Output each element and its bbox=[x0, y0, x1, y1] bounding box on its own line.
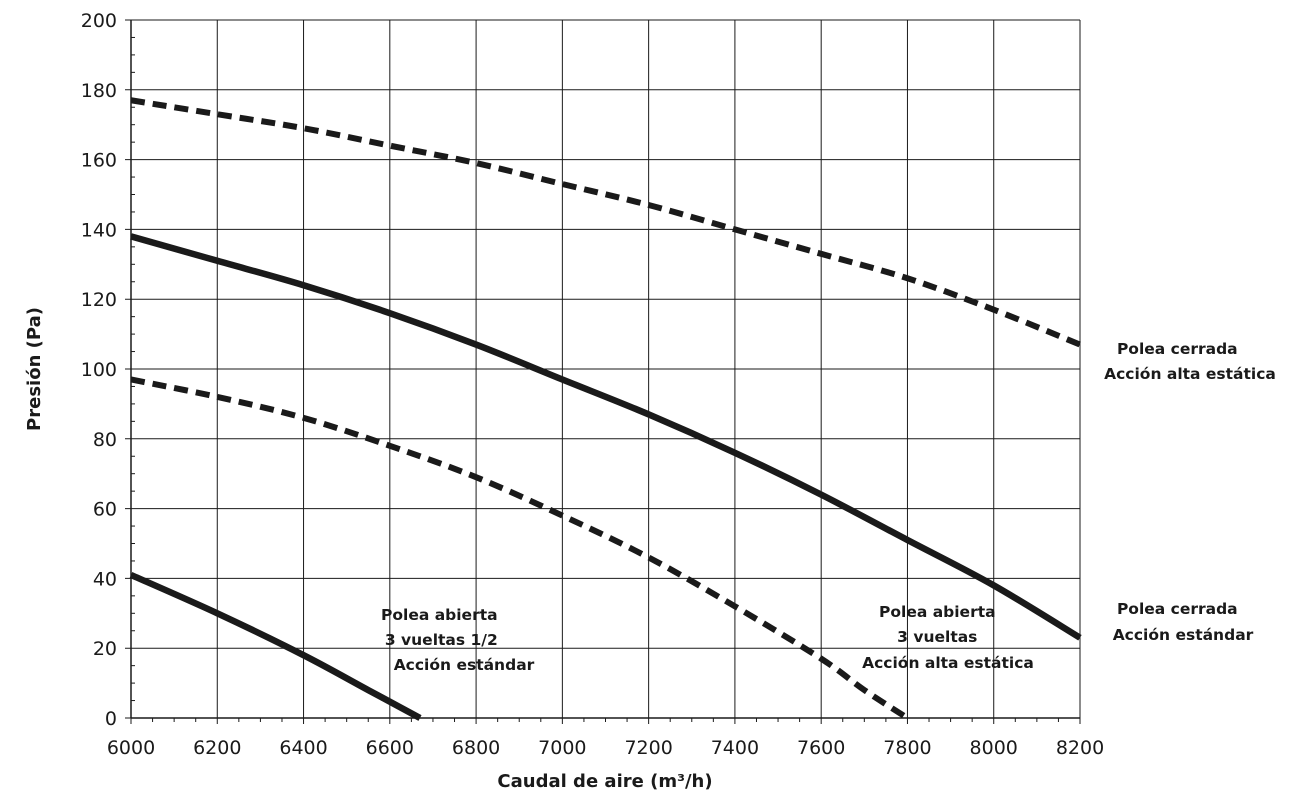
x-tick-label: 6800 bbox=[452, 737, 500, 759]
x-tick-label: 7400 bbox=[711, 737, 759, 759]
series-line-4 bbox=[129, 571, 422, 721]
x-tick-label: 8000 bbox=[970, 737, 1018, 759]
x-tick-label: 6600 bbox=[366, 737, 414, 759]
x-tick-label: 6000 bbox=[107, 737, 155, 759]
series-line-3 bbox=[130, 376, 910, 721]
y-tick-label: 200 bbox=[81, 10, 117, 32]
annotation-polea-abierta-3-vueltas-media: Polea abierta 3 vueltas 1/2 Acción están… bbox=[381, 606, 535, 674]
x-tick-label: 7800 bbox=[883, 737, 931, 759]
series-line-2 bbox=[130, 233, 1082, 641]
series-lines bbox=[129, 97, 1082, 721]
x-tick-labels: 6000 6200 6400 6600 6800 7000 7200 7400 7600 7800… bbox=[107, 737, 1104, 759]
y-tick-label: 100 bbox=[81, 359, 117, 381]
y-tick-label: 120 bbox=[81, 289, 117, 311]
y-axis-title: Presión (Pa) bbox=[24, 307, 45, 431]
x-tick-label: 7200 bbox=[624, 737, 672, 759]
x-tick-label: 7600 bbox=[797, 737, 845, 759]
grid bbox=[125, 19, 1081, 724]
annotation-polea-cerrada-estandar: Polea cerrada Acción estándar bbox=[1113, 600, 1254, 644]
y-tick-label: 180 bbox=[81, 80, 117, 102]
y-tick-label: 20 bbox=[93, 638, 117, 660]
y-tick-label: 60 bbox=[93, 499, 117, 521]
x-tick-label: 6200 bbox=[193, 737, 241, 759]
x-tick-label: 7000 bbox=[538, 737, 586, 759]
y-tick-label: 0 bbox=[105, 708, 117, 730]
y-tick-label: 160 bbox=[81, 150, 117, 172]
series-line-1 bbox=[130, 97, 1082, 348]
y-tick-label: 80 bbox=[93, 429, 117, 451]
annotation-polea-cerrada-alta: Polea cerrada Acción alta estática bbox=[1104, 340, 1276, 383]
x-axis-title: Caudal de aire (m³/h) bbox=[497, 771, 712, 792]
x-tick-label: 8200 bbox=[1056, 737, 1104, 759]
annotation-polea-abierta-3-vueltas: Polea abierta 3 vueltas Acción alta está… bbox=[862, 603, 1034, 672]
y-tick-labels: 0 20 40 60 80 100 120 140 160 180 200 bbox=[81, 10, 117, 730]
axes bbox=[130, 20, 1080, 719]
y-tick-label: 40 bbox=[93, 568, 117, 590]
x-tick-label: 6400 bbox=[279, 737, 327, 759]
y-tick-label: 140 bbox=[81, 219, 117, 241]
